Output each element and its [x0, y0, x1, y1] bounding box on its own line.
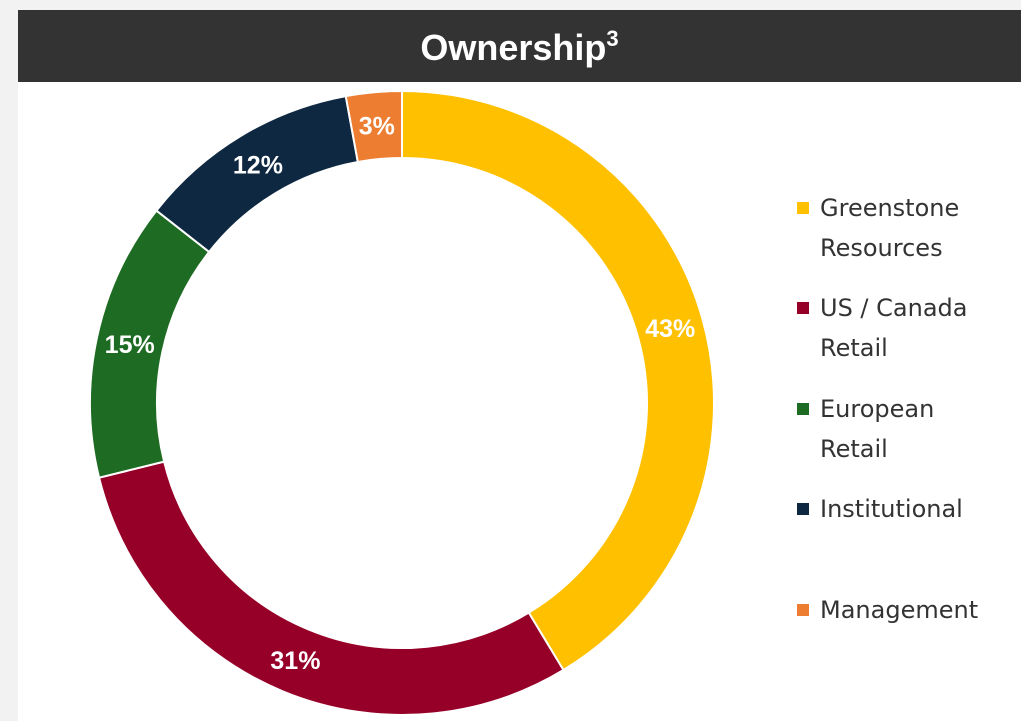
donut-segment	[401, 89, 715, 672]
legend-label: Greenstone Resources	[820, 194, 960, 262]
donut-segment	[97, 460, 565, 716]
legend-label: US / Canada Retail	[820, 294, 968, 362]
chart-title: Ownership	[420, 27, 607, 68]
legend-swatch	[797, 503, 809, 515]
legend-swatch	[797, 403, 809, 415]
legend-label: Management	[820, 596, 979, 624]
data-label: 43%	[645, 315, 695, 343]
data-label: 3%	[359, 112, 395, 140]
title-bar: Ownership3	[18, 10, 1021, 82]
legend-swatch	[797, 202, 809, 214]
legend-label: Institutional	[820, 495, 963, 523]
data-label: 31%	[270, 647, 320, 675]
data-label: 15%	[105, 331, 155, 359]
title-superscript: 3	[606, 26, 619, 51]
legend-swatch	[797, 302, 809, 314]
donut-segment	[344, 89, 403, 164]
legend-label: European Retail	[820, 395, 935, 463]
legend-swatch	[797, 604, 809, 616]
data-label: 12%	[233, 151, 283, 179]
